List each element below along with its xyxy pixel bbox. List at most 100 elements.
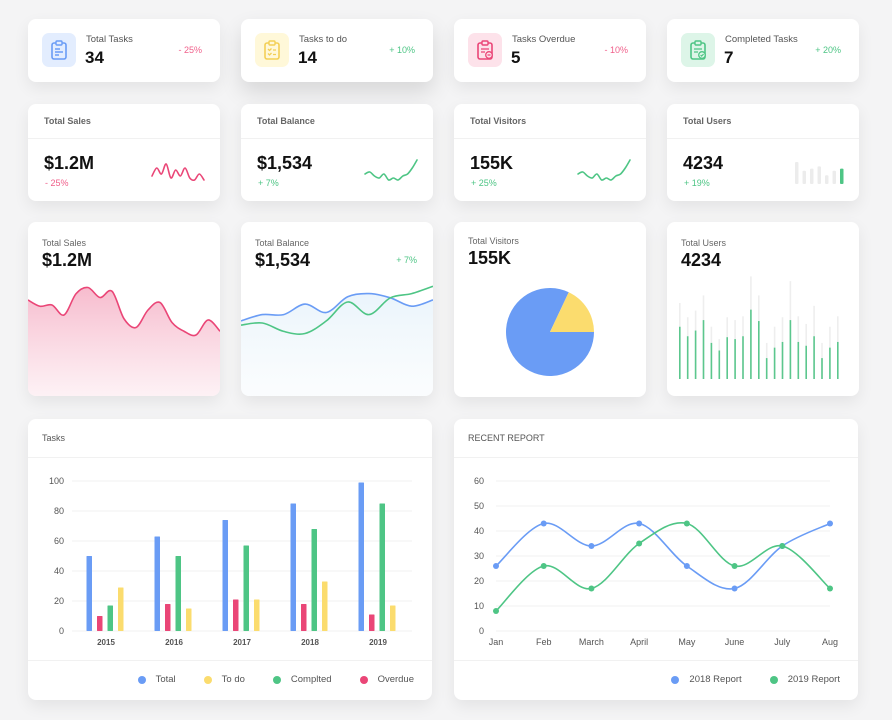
legend-item-total[interactable]: Total [137, 674, 176, 685]
card-value: $1.2M [42, 250, 93, 270]
bar-complted [107, 605, 113, 631]
users-bar [750, 309, 752, 379]
card-value: 4234 [681, 250, 722, 270]
y-tick-label: 80 [54, 506, 64, 516]
x-tick-label: 2019 [369, 638, 387, 647]
clipboard-minus-icon [468, 33, 502, 67]
sparkbar [817, 166, 821, 184]
balance-line-blue [241, 292, 433, 322]
tasks-chart-card: Tasks 0 20 40 60 80 100 2015 2016 2017 2018 2019 T… [28, 419, 432, 700]
spark-card-total-balance[interactable]: Total Balance $1,534 + 7% [241, 104, 433, 201]
bar-to-do [390, 605, 396, 631]
data-point [683, 520, 690, 527]
sparkbar [832, 170, 836, 184]
bar-total [222, 520, 228, 631]
bar-complted [175, 556, 181, 631]
x-tick-label: 2015 [97, 638, 115, 647]
data-point [827, 585, 833, 592]
clipboard-checklist-icon [255, 33, 289, 67]
sparkbar-chart [795, 162, 844, 184]
clipboard-list-icon [42, 33, 76, 67]
y-tick-label: 0 [479, 626, 484, 636]
data-point [588, 543, 595, 549]
balance-line-green [241, 285, 433, 335]
stat-value: 34 [85, 48, 104, 67]
stat-card-total-tasks[interactable]: Total Tasks 34 - 25% [28, 19, 220, 82]
bar-total [154, 536, 160, 631]
data-point [540, 563, 547, 569]
x-tick-label: 2016 [165, 638, 183, 647]
legend-dot-icon [359, 675, 368, 684]
sparkbar [810, 168, 814, 184]
stat-label: Tasks to do [299, 34, 348, 45]
x-tick-label: Jan [489, 637, 504, 647]
users-bar [702, 320, 705, 379]
stat-label: Tasks Overdue [512, 34, 576, 45]
spark-card-total-visitors[interactable]: Total Visitors 155K + 25% [454, 104, 646, 201]
spark-card-total-sales[interactable]: Total Sales $1.2M - 25% [28, 104, 220, 201]
users-bar [765, 358, 768, 379]
legend-item-2019-report[interactable]: 2019 Report [769, 674, 840, 685]
spark-value: 155K [470, 153, 514, 173]
data-point [636, 520, 643, 527]
data-point [493, 608, 499, 614]
users-bar [742, 336, 744, 379]
x-tick-label: Aug [822, 637, 838, 647]
recent-report-line-chart: 0 10 20 30 40 50 60 Jan Feb March April May June July… [474, 476, 838, 647]
data-point [493, 563, 499, 569]
y-tick-label: 20 [54, 596, 64, 606]
users-bar-chart [679, 276, 839, 379]
sales-area [28, 287, 220, 396]
visitors-pie-chart [506, 288, 594, 376]
legend-item-overdue[interactable]: Overdue [359, 674, 414, 685]
x-tick-label: July [774, 637, 791, 647]
legend-item-completed[interactable]: Complted [272, 674, 332, 685]
sparkbar [802, 170, 806, 184]
chart-legend-bar: 2018 Report 2019 Report [454, 660, 858, 700]
users-bar [781, 341, 784, 379]
big-card-total-users[interactable]: Total Users 4234 [667, 222, 859, 396]
users-bar [694, 330, 697, 379]
users-bar [758, 321, 760, 379]
legend-item-to-do[interactable]: To do [203, 674, 245, 685]
stat-label: Completed Tasks [725, 34, 798, 45]
data-point [731, 563, 738, 569]
bar-complted [379, 503, 385, 631]
stat-delta: - 10% [604, 45, 628, 55]
y-tick-label: 60 [54, 536, 64, 546]
users-bar [837, 341, 839, 379]
spark-delta: + 19% [684, 178, 710, 188]
stat-value: 14 [298, 48, 317, 67]
big-card-total-visitors[interactable]: Total Visitors 155K [454, 222, 646, 397]
tasks-bar-chart: 0 20 40 60 80 100 2015 2016 2017 2018 2019 [49, 476, 412, 647]
stat-card-tasks-to-do[interactable]: Tasks to do 14 + 10% [241, 19, 433, 82]
sparkline-chart [364, 159, 418, 181]
card-title: Total Visitors [454, 104, 646, 139]
report-legend: 2018 Report 2019 Report [671, 674, 840, 685]
users-bar [686, 336, 689, 379]
legend-label: Complted [290, 674, 332, 685]
sales-line [28, 286, 220, 337]
x-tick-label: April [630, 637, 648, 647]
bar-to-do [322, 581, 328, 631]
bar-total [86, 556, 92, 631]
tasks-legend: Total To do Complted Overdue [137, 674, 414, 685]
data-point [683, 563, 690, 569]
users-bar [805, 345, 807, 379]
card-title: RECENT REPORT [454, 419, 858, 458]
legend-label: 2018 Report [689, 674, 742, 685]
data-point [636, 540, 643, 547]
data-point [588, 585, 595, 592]
users-bar [710, 342, 713, 379]
spark-card-total-users[interactable]: Total Users 4234 + 19% [667, 104, 859, 201]
stat-card-tasks-overdue[interactable]: Tasks Overdue 5 - 10% [454, 19, 646, 82]
sparkline-path [364, 159, 418, 181]
legend-label: Overdue [377, 674, 414, 685]
stat-card-completed-tasks[interactable]: Completed Tasks 7 + 20% [667, 19, 859, 82]
big-card-total-sales[interactable]: Total Sales $1.2M [28, 222, 220, 396]
x-tick-label: 2017 [233, 638, 251, 647]
bar-total [290, 503, 296, 631]
legend-item-2018-report[interactable]: 2018 Report [671, 674, 742, 685]
big-card-total-balance[interactable]: Total Balance $1,534 + 7% [241, 222, 433, 396]
bar-complted [311, 529, 317, 631]
